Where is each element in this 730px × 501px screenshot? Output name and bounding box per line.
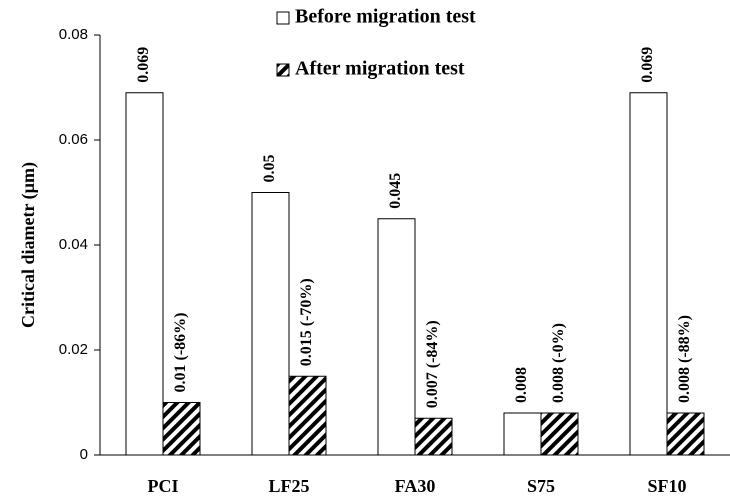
value-label: 0.008 (513, 367, 530, 403)
y-tick-label: 0.04 (59, 236, 88, 253)
y-axis-label: Critical diametr (µm) (18, 162, 39, 328)
legend-label: After migration test (295, 58, 465, 80)
legend-label: Before migration test (295, 6, 476, 28)
y-tick-label: 0.08 (59, 26, 88, 43)
x-tick-label: SF10 (647, 476, 686, 496)
bar (251, 192, 290, 456)
value-label: 0.015 (-70%) (298, 278, 315, 366)
value-label: 0.007 (-84%) (424, 320, 441, 408)
bar (162, 402, 201, 456)
y-tick-label: 0.02 (59, 341, 88, 358)
value-label: 0.008 (-88%) (676, 315, 693, 403)
value-label: 0.05 (261, 155, 278, 183)
bar (503, 412, 542, 456)
y-tick-label: 0 (80, 446, 88, 463)
bar (125, 92, 164, 456)
value-label: 0.045 (387, 173, 404, 209)
x-tick-label: PCI (148, 476, 179, 496)
bar (414, 417, 453, 456)
value-label: 0.069 (639, 47, 656, 83)
bar (629, 92, 668, 456)
bar (377, 218, 416, 456)
y-tick-label: 0.06 (59, 131, 88, 148)
x-tick-label: FA30 (395, 476, 436, 496)
value-label: 0.01 (-86%) (172, 313, 189, 393)
legend-swatch (276, 63, 290, 77)
x-tick-label: LF25 (268, 476, 309, 496)
bar (540, 412, 579, 456)
bar (666, 412, 705, 456)
value-label: 0.008 (-0%) (550, 323, 567, 403)
x-tick-label: S75 (527, 476, 555, 496)
legend-swatch (276, 11, 290, 25)
bar (288, 375, 327, 456)
value-label: 0.069 (135, 47, 152, 83)
